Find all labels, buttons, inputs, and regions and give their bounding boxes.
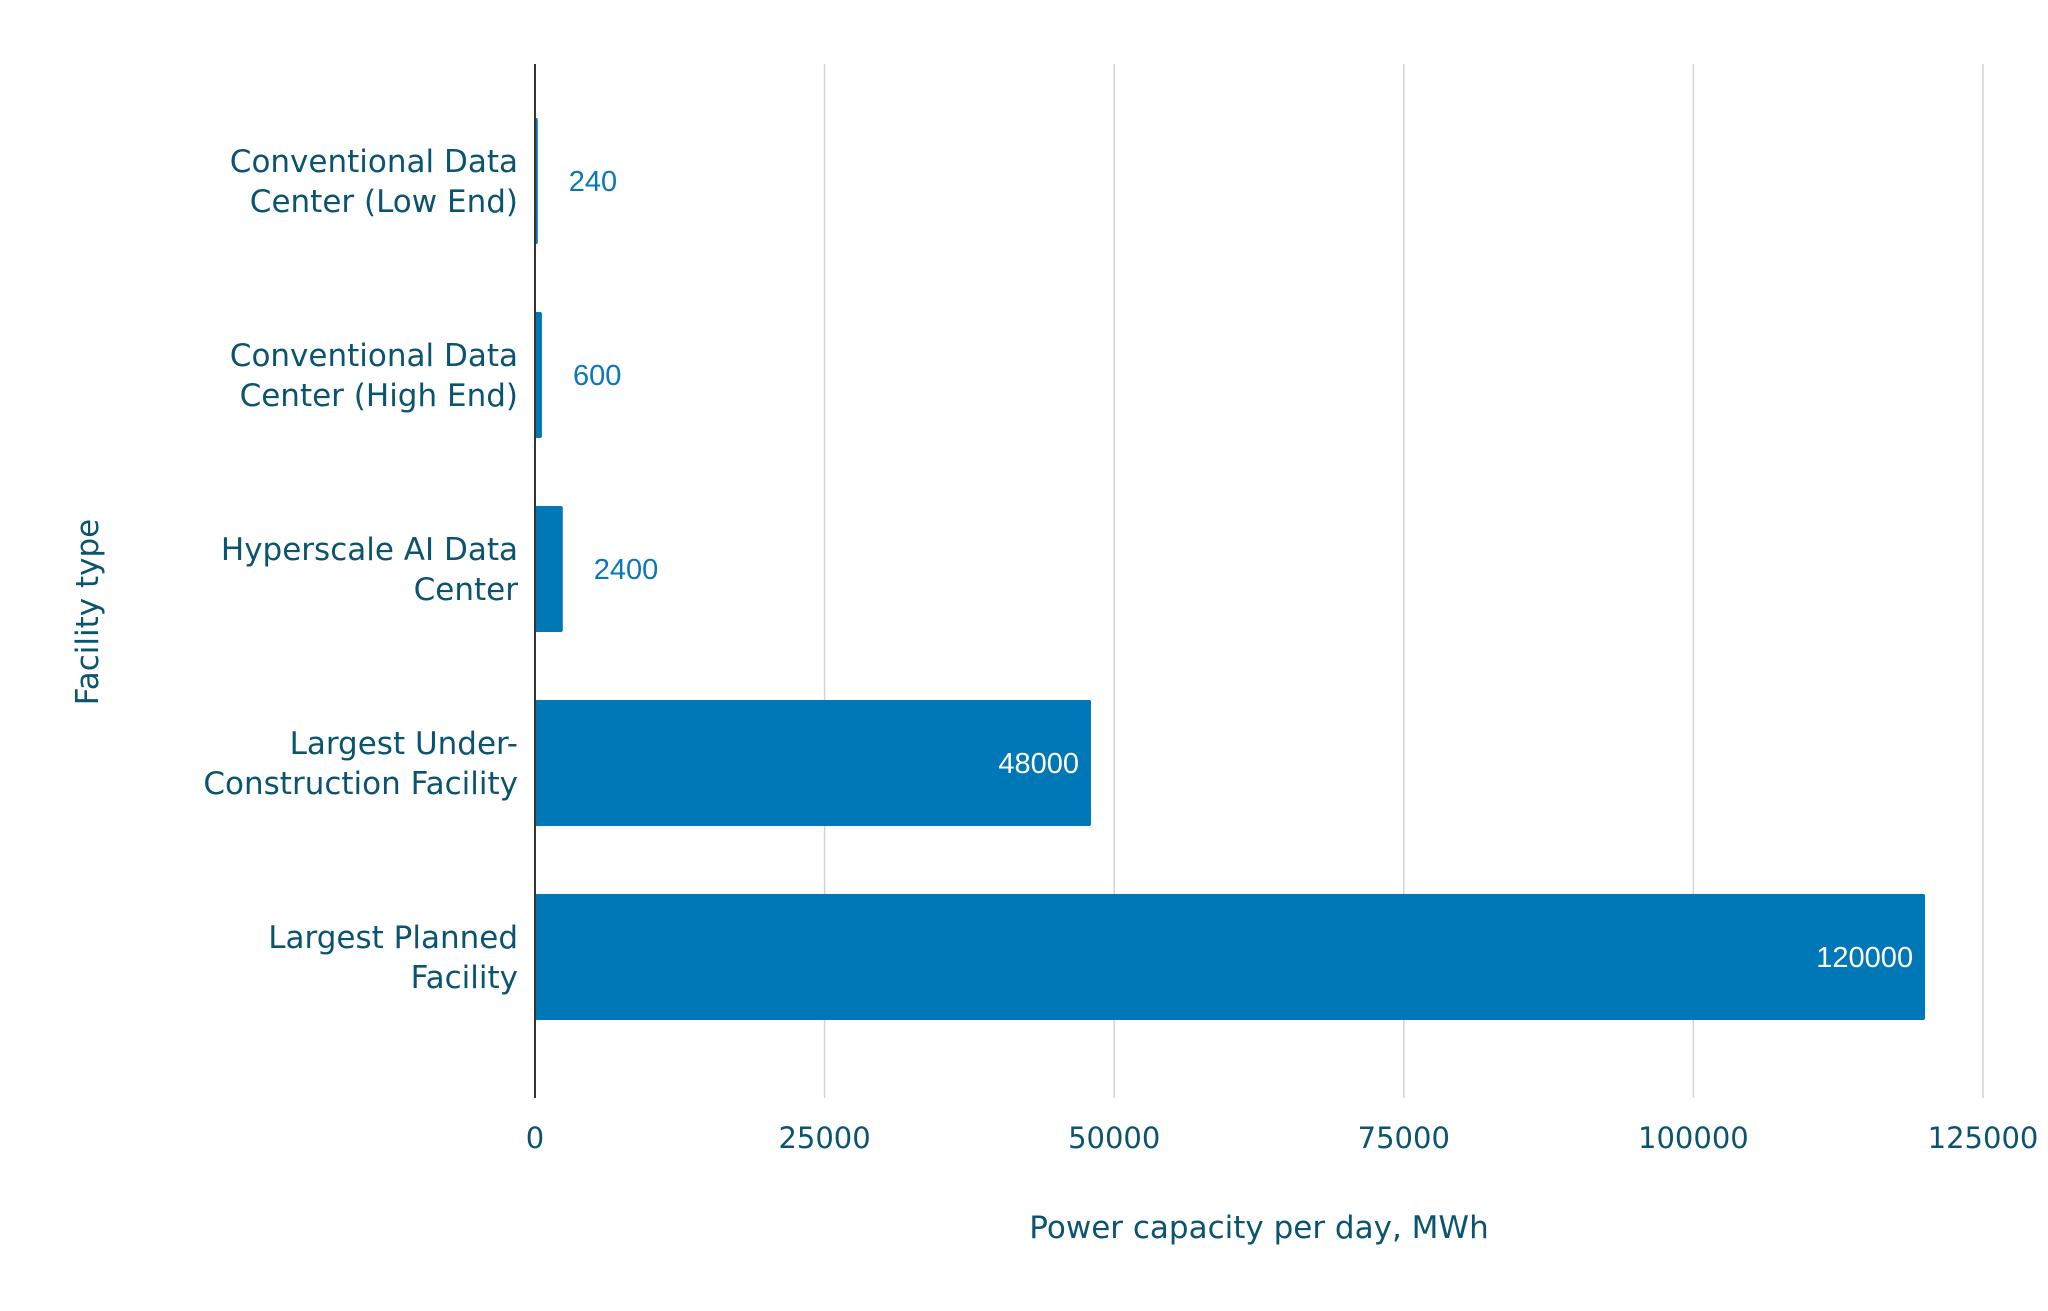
x-tick-labels: 0 25000 50000 75000 100000 125000 <box>526 1121 2039 1155</box>
category-label: Center <box>414 572 519 608</box>
category-label: Facility <box>411 960 518 996</box>
data-label: 120000 <box>1816 942 1913 974</box>
bar <box>535 312 542 438</box>
bars <box>535 118 1926 1020</box>
bar <box>535 894 1926 1020</box>
category-labels: Conventional Data Center (Low End) Convent… <box>203 144 518 996</box>
category-label: Center (High End) <box>240 378 518 414</box>
x-tick-label: 75000 <box>1358 1121 1450 1155</box>
x-tick-label: 100000 <box>1638 1121 1749 1155</box>
category-label: Largest Planned <box>268 920 518 956</box>
category-label: Largest Under- <box>290 726 518 762</box>
bar <box>535 506 563 632</box>
x-axis-title: Power capacity per day, MWh <box>1029 1210 1488 1246</box>
x-tick-label: 50000 <box>1068 1121 1160 1155</box>
x-tick-label: 0 <box>526 1121 544 1155</box>
data-label: 240 <box>569 166 617 198</box>
data-label: 600 <box>573 360 621 392</box>
category-label: Conventional Data <box>230 338 518 374</box>
data-label: 2400 <box>594 554 659 586</box>
category-label: Conventional Data <box>230 144 518 180</box>
data-labels: 240 600 2400 48000 120000 <box>569 166 1913 974</box>
category-label: Construction Facility <box>203 766 518 802</box>
category-label: Hyperscale AI Data <box>221 532 518 568</box>
category-label: Center (Low End) <box>250 184 518 220</box>
x-tick-label: 125000 <box>1928 1121 2039 1155</box>
data-label: 48000 <box>998 748 1079 780</box>
x-tick-label: 25000 <box>778 1121 870 1155</box>
y-axis-title: Facility type <box>70 519 106 705</box>
bar <box>535 700 1092 826</box>
